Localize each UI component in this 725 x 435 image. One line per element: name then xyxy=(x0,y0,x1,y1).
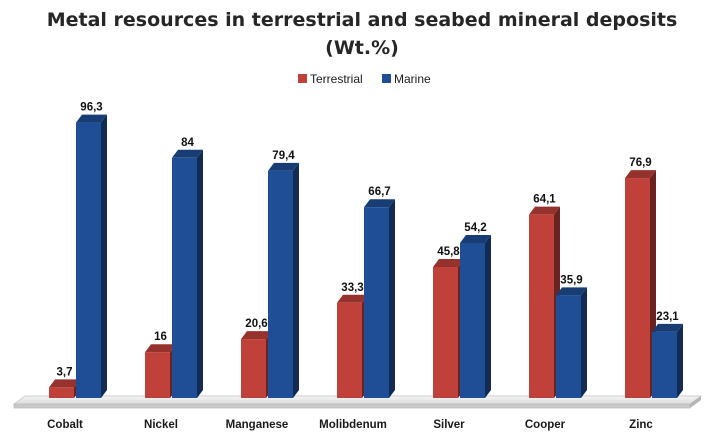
data-label-marine-molibdenum: 66,7 xyxy=(368,186,390,198)
bar-marine-manganese-side xyxy=(293,162,299,398)
data-label-terrestrial-zinc: 76,9 xyxy=(629,157,651,169)
bar-marine-cobalt-front xyxy=(76,122,101,398)
bar-marine-cobalt xyxy=(76,114,107,398)
category-labels-group: Cobalt Nickel Manganese Molibdenum Silver Coo… xyxy=(47,419,653,431)
data-label-terrestrial-manganese: 20,6 xyxy=(245,318,267,330)
data-label-marine-manganese: 79,4 xyxy=(272,150,295,162)
bar-marine-nickel-top xyxy=(172,149,203,158)
category-label-nickel: Nickel xyxy=(144,419,178,431)
data-label-terrestrial-cobalt: 3,7 xyxy=(57,366,73,378)
bar-terrestrial-molibdenum xyxy=(337,294,368,398)
chart-title-line-2: (Wt.%) xyxy=(325,37,399,59)
bar-terrestrial-silver-top xyxy=(433,259,464,268)
bar-marine-molibdenum-side xyxy=(389,199,395,398)
bar-marine-nickel xyxy=(172,149,203,398)
data-label-marine-nickel: 84 xyxy=(181,137,194,149)
legend-swatch-terrestrial xyxy=(298,74,307,83)
legend: Terrestrial Marine xyxy=(298,72,431,86)
bar-marine-silver-top xyxy=(460,234,491,243)
bar-marine-silver-side xyxy=(485,234,491,398)
data-label-terrestrial-cooper: 64,1 xyxy=(533,194,556,206)
bar-marine-silver-front xyxy=(460,242,485,398)
bar-marine-cooper-top xyxy=(556,287,587,296)
bar-terrestrial-molibdenum-front xyxy=(337,302,362,398)
bar-marine-zinc xyxy=(652,323,683,398)
bar-terrestrial-zinc-top xyxy=(625,170,656,179)
data-label-terrestrial-nickel: 16 xyxy=(154,331,167,343)
bar-marine-zinc-top xyxy=(652,323,683,332)
bar-marine-cooper xyxy=(556,287,587,398)
bar-marine-cooper-front xyxy=(556,295,581,398)
bar-marine-nickel-front xyxy=(172,157,197,398)
category-label-cooper: Cooper xyxy=(525,419,566,431)
bar-terrestrial-zinc xyxy=(625,170,656,398)
data-label-terrestrial-silver: 45,8 xyxy=(437,246,460,258)
bar-terrestrial-molibdenum-top xyxy=(337,294,368,303)
bar-terrestrial-nickel-top xyxy=(145,344,176,353)
bar-marine-manganese xyxy=(268,162,299,398)
legend-label-terrestrial: Terrestrial xyxy=(310,72,363,86)
category-label-manganese: Manganese xyxy=(226,419,289,431)
bar-marine-molibdenum-front xyxy=(364,207,389,398)
data-labels-group: 3,7 96,3 16 84 20,6 79,4 33,3 66,7 45,8 54,2 64,1 3… xyxy=(57,102,680,379)
bar-terrestrial-zinc-front xyxy=(625,178,650,398)
bar-terrestrial-nickel-front xyxy=(145,352,170,398)
bar-marine-zinc-front xyxy=(652,331,677,398)
bars-group xyxy=(49,114,683,398)
bar-marine-nickel-side xyxy=(197,149,203,398)
bar-terrestrial-silver-front xyxy=(433,267,458,398)
data-label-marine-zinc: 23,1 xyxy=(656,311,679,323)
bar-terrestrial-cooper xyxy=(529,206,560,398)
bar-marine-cobalt-top xyxy=(76,114,107,123)
category-label-molibdenum: Molibdenum xyxy=(319,419,387,431)
legend-swatch-marine xyxy=(382,74,391,83)
legend-label-marine: Marine xyxy=(394,72,431,86)
bar-marine-manganese-front xyxy=(268,170,293,398)
bar-terrestrial-nickel xyxy=(145,344,176,398)
bar-terrestrial-manganese-top xyxy=(241,331,272,340)
bar-marine-cobalt-side xyxy=(101,114,107,398)
chart-title-line-1: Metal resources in terrestrial and seabe… xyxy=(47,9,678,31)
data-label-marine-silver: 54,2 xyxy=(464,222,486,234)
data-label-marine-cobalt: 96,3 xyxy=(80,102,102,114)
bar-terrestrial-cobalt xyxy=(49,379,80,398)
bar-terrestrial-cooper-front xyxy=(529,214,554,398)
bar-marine-cooper-side xyxy=(581,287,587,398)
category-label-zinc: Zinc xyxy=(629,419,653,431)
bar-terrestrial-cooper-top xyxy=(529,206,560,215)
bar-terrestrial-cobalt-front xyxy=(49,387,74,398)
category-label-cobalt: Cobalt xyxy=(47,419,83,431)
bar-terrestrial-cobalt-top xyxy=(49,379,80,388)
bar-terrestrial-manganese-front xyxy=(241,339,266,398)
bar-terrestrial-silver xyxy=(433,259,464,398)
data-label-terrestrial-molibdenum: 33,3 xyxy=(341,282,363,294)
bar-terrestrial-manganese xyxy=(241,331,272,398)
bar-marine-zinc-side xyxy=(677,323,683,398)
bar-marine-silver xyxy=(460,234,491,398)
bar-marine-manganese-top xyxy=(268,162,299,171)
floor-front xyxy=(13,403,691,409)
category-label-silver: Silver xyxy=(433,419,465,431)
bar-marine-molibdenum-top xyxy=(364,199,395,208)
floor-side xyxy=(690,396,701,408)
data-label-marine-cooper: 35,9 xyxy=(560,274,582,286)
bar-marine-molibdenum xyxy=(364,199,395,398)
